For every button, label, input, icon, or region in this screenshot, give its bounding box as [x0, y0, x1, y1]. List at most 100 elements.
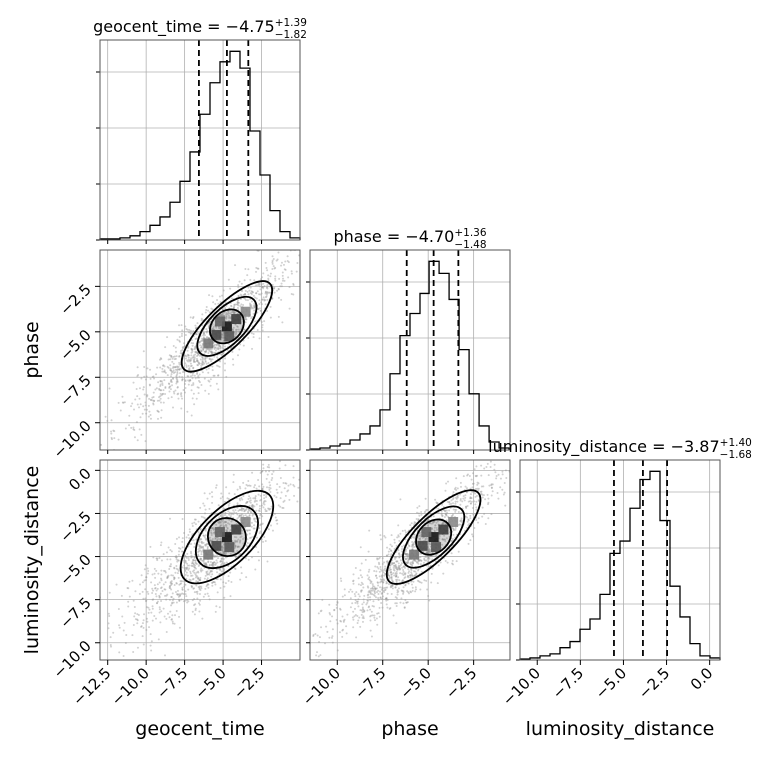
scatter-point	[224, 524, 227, 527]
scatter-point	[210, 531, 213, 534]
scatter-point	[113, 430, 116, 433]
scatter-point	[412, 541, 415, 544]
scatter-point	[410, 545, 413, 548]
scatter-point	[239, 343, 242, 346]
scatter-point	[218, 522, 221, 525]
axes-frame	[309, 249, 511, 451]
scatter-point	[174, 389, 177, 392]
scatter-point	[144, 404, 147, 407]
scatter-point	[204, 534, 207, 537]
scatter-point	[251, 307, 254, 310]
scatter-point	[211, 495, 214, 498]
scatter-point	[246, 500, 249, 503]
scatter-point	[198, 558, 201, 561]
scatter-point	[395, 556, 398, 559]
scatter-point	[192, 577, 195, 580]
scatter-point	[142, 619, 145, 622]
scatter-point	[198, 579, 201, 582]
scatter-point	[182, 580, 185, 583]
scatter-point	[396, 589, 399, 592]
scatter-point	[259, 499, 262, 502]
scatter-point	[94, 572, 96, 574]
scatter-point	[387, 569, 390, 572]
scatter-point	[414, 560, 417, 563]
scatter-point	[224, 357, 227, 360]
scatter-point	[418, 537, 421, 540]
scatter-point	[214, 536, 217, 539]
scatter-point	[280, 285, 283, 288]
scatter-point	[200, 570, 203, 573]
scatter-point	[412, 562, 415, 565]
scatter-point	[126, 587, 129, 590]
scatter-point	[223, 500, 226, 503]
scatter-point	[284, 260, 287, 263]
scatter-point	[354, 566, 357, 569]
scatter-point	[214, 583, 217, 586]
scatter-point	[237, 516, 240, 519]
axes-frame	[99, 39, 301, 241]
scatter-point	[234, 568, 237, 571]
scatter-point	[212, 351, 215, 354]
scatter-point	[199, 557, 202, 560]
scatter-point	[338, 631, 341, 634]
scatter-point	[396, 591, 399, 594]
scatter-point	[439, 561, 442, 564]
scatter-point	[195, 333, 198, 336]
scatter-point	[328, 636, 331, 639]
scatter-point	[110, 432, 113, 435]
scatter-point	[404, 552, 407, 555]
scatter-point	[442, 572, 445, 575]
scatter-point	[175, 537, 178, 540]
scatter-point	[159, 401, 162, 404]
scatter-point	[136, 366, 139, 369]
scatter-point	[405, 601, 408, 604]
scatter-point	[452, 491, 455, 494]
scatter-point	[199, 544, 202, 547]
scatter-point	[200, 546, 203, 549]
scatter-point	[480, 464, 483, 467]
scatter-point	[215, 326, 218, 329]
scatter-point	[331, 641, 334, 644]
scatter-point	[208, 563, 211, 566]
scatter-point	[461, 500, 464, 503]
scatter-point	[170, 584, 173, 587]
scatter-point	[268, 486, 271, 489]
scatter-point	[410, 522, 413, 525]
scatter-point	[186, 562, 189, 565]
scatter-point	[213, 344, 216, 347]
scatter-point	[393, 556, 396, 559]
scatter-point	[269, 487, 272, 490]
scatter-point	[503, 457, 505, 459]
scatter-point	[184, 583, 187, 586]
scatter-point	[459, 481, 462, 484]
scatter-point	[207, 561, 210, 564]
scatter-point	[141, 590, 144, 593]
scatter-point	[388, 577, 391, 580]
scatter-point	[220, 513, 223, 516]
scatter-point	[127, 587, 130, 590]
scatter-point	[339, 608, 342, 611]
scatter-point	[147, 415, 150, 418]
scatter-point	[466, 473, 469, 476]
scatter-point	[441, 515, 444, 518]
scatter-point	[164, 393, 167, 396]
scatter-point	[411, 542, 414, 545]
scatter-point	[212, 527, 215, 530]
scatter-point	[455, 488, 458, 491]
scatter-point	[386, 598, 389, 601]
scatter-point	[236, 513, 239, 516]
scatter-point	[189, 331, 192, 334]
scatter-point	[254, 517, 257, 520]
scatter-point	[194, 564, 197, 567]
x-axis-label-geocent_time: geocent_time	[135, 718, 264, 740]
scatter-point	[215, 486, 218, 489]
scatter-point	[379, 581, 382, 584]
scatter-point	[369, 615, 372, 618]
scatter-point	[209, 320, 212, 323]
scatter-point	[239, 499, 242, 502]
scatter-point	[170, 580, 173, 583]
scatter-point	[389, 564, 392, 567]
scatter-point	[205, 585, 208, 588]
scatter-point	[278, 277, 281, 280]
scatter-point	[171, 377, 174, 380]
